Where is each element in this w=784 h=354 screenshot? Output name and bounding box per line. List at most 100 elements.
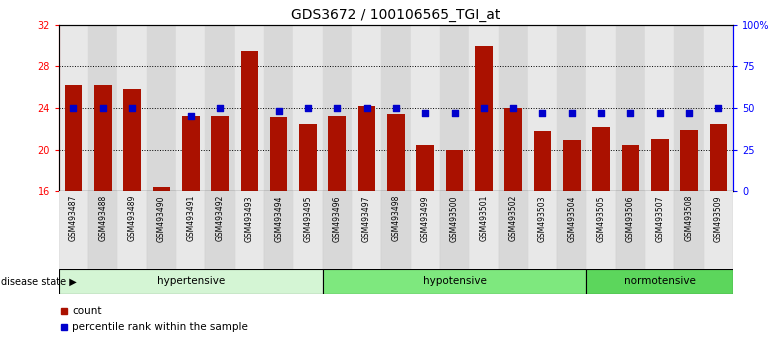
- Text: GSM493507: GSM493507: [655, 195, 664, 241]
- Bar: [205, 25, 234, 191]
- Bar: [710, 124, 728, 191]
- Bar: [387, 114, 405, 191]
- Bar: [59, 191, 88, 269]
- Point: [683, 110, 695, 116]
- Text: percentile rank within the sample: percentile rank within the sample: [72, 322, 249, 332]
- Bar: [153, 187, 170, 191]
- Bar: [123, 89, 141, 191]
- Bar: [264, 25, 293, 191]
- Text: GSM493500: GSM493500: [450, 195, 459, 241]
- Bar: [234, 191, 264, 269]
- Text: GSM493497: GSM493497: [362, 195, 371, 241]
- Bar: [704, 191, 733, 269]
- Bar: [411, 25, 440, 191]
- Bar: [323, 269, 586, 294]
- Bar: [440, 25, 469, 191]
- Bar: [586, 191, 615, 269]
- Text: GSM493504: GSM493504: [568, 195, 576, 241]
- Bar: [234, 25, 264, 191]
- Bar: [241, 51, 258, 191]
- Bar: [176, 25, 205, 191]
- Bar: [469, 191, 499, 269]
- Bar: [528, 191, 557, 269]
- Bar: [64, 85, 82, 191]
- Bar: [118, 25, 147, 191]
- Bar: [88, 191, 118, 269]
- Bar: [358, 106, 376, 191]
- Text: GSM493496: GSM493496: [332, 195, 342, 241]
- Point: [184, 113, 197, 119]
- Bar: [147, 25, 176, 191]
- Bar: [264, 191, 293, 269]
- Bar: [499, 25, 528, 191]
- Text: hypotensive: hypotensive: [423, 276, 487, 286]
- Bar: [446, 149, 463, 191]
- Bar: [94, 85, 111, 191]
- Point: [361, 105, 373, 111]
- Point: [624, 110, 637, 116]
- Text: GSM493499: GSM493499: [421, 195, 430, 241]
- Point: [390, 105, 402, 111]
- Title: GDS3672 / 100106565_TGI_at: GDS3672 / 100106565_TGI_at: [291, 8, 501, 22]
- Point: [565, 110, 578, 116]
- Point: [125, 105, 138, 111]
- Bar: [118, 191, 147, 269]
- Bar: [352, 191, 381, 269]
- Text: GSM493501: GSM493501: [479, 195, 488, 241]
- Bar: [205, 191, 234, 269]
- Bar: [293, 25, 323, 191]
- Bar: [622, 145, 639, 191]
- Text: GSM493498: GSM493498: [391, 195, 401, 241]
- Bar: [615, 25, 645, 191]
- Bar: [440, 191, 469, 269]
- Bar: [674, 25, 704, 191]
- Bar: [615, 191, 645, 269]
- Bar: [323, 25, 352, 191]
- Bar: [59, 25, 88, 191]
- Text: hypertensive: hypertensive: [157, 276, 225, 286]
- Text: GSM493508: GSM493508: [684, 195, 694, 241]
- Text: normotensive: normotensive: [624, 276, 695, 286]
- Text: GSM493488: GSM493488: [98, 195, 107, 241]
- Bar: [293, 191, 323, 269]
- Point: [302, 105, 314, 111]
- Point: [712, 105, 724, 111]
- Point: [595, 110, 608, 116]
- Bar: [534, 131, 551, 191]
- Text: GSM493493: GSM493493: [245, 195, 254, 241]
- Bar: [645, 25, 674, 191]
- Bar: [593, 127, 610, 191]
- Bar: [323, 191, 352, 269]
- Bar: [528, 25, 557, 191]
- Bar: [411, 191, 440, 269]
- Bar: [211, 116, 229, 191]
- Bar: [674, 191, 704, 269]
- Text: GSM493491: GSM493491: [187, 195, 195, 241]
- Bar: [59, 269, 323, 294]
- Text: GSM493489: GSM493489: [128, 195, 136, 241]
- Bar: [381, 191, 411, 269]
- Bar: [563, 140, 581, 191]
- Bar: [557, 191, 586, 269]
- Bar: [681, 130, 698, 191]
- Bar: [469, 25, 499, 191]
- Text: GSM493487: GSM493487: [69, 195, 78, 241]
- Bar: [147, 191, 176, 269]
- Text: GSM493494: GSM493494: [274, 195, 283, 241]
- Text: GSM493495: GSM493495: [303, 195, 313, 241]
- Text: GSM493509: GSM493509: [714, 195, 723, 241]
- Bar: [704, 25, 733, 191]
- Text: disease state ▶: disease state ▶: [1, 276, 77, 286]
- Bar: [176, 191, 205, 269]
- Point: [272, 108, 285, 114]
- Text: GSM493502: GSM493502: [509, 195, 517, 241]
- Bar: [381, 25, 411, 191]
- Text: GSM493503: GSM493503: [538, 195, 547, 241]
- Bar: [299, 124, 317, 191]
- Point: [536, 110, 549, 116]
- Text: GSM493492: GSM493492: [216, 195, 224, 241]
- Point: [477, 105, 490, 111]
- Bar: [475, 46, 492, 191]
- Text: GSM493506: GSM493506: [626, 195, 635, 241]
- Point: [654, 110, 666, 116]
